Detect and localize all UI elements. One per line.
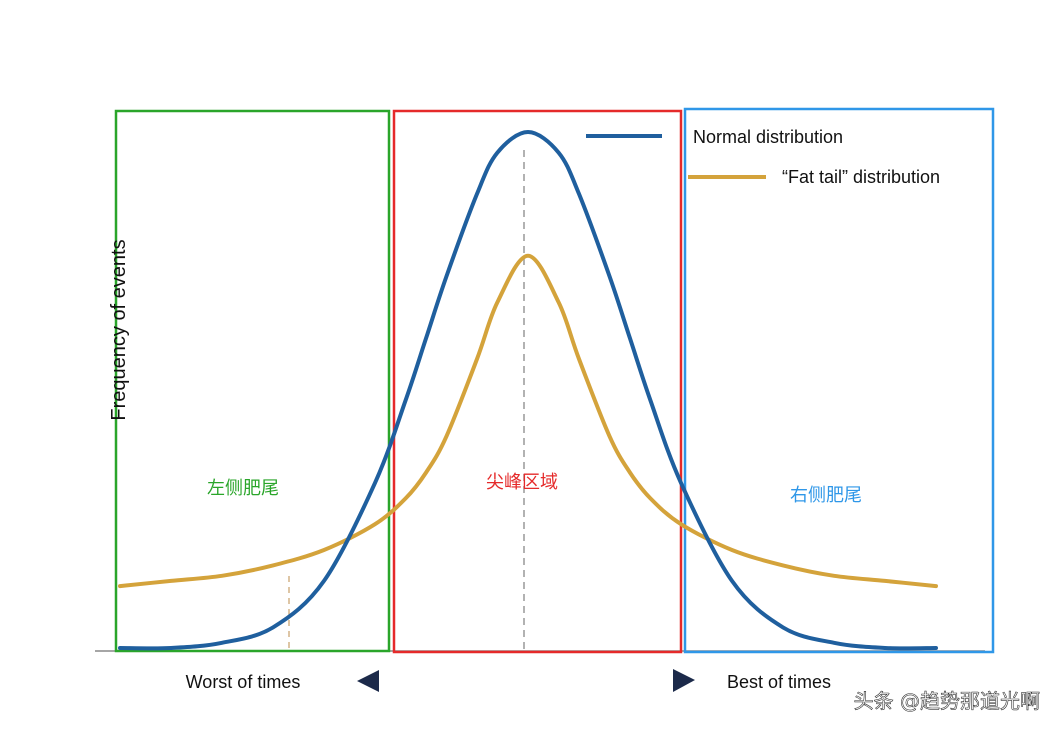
region-box-left-tail: [114, 109, 391, 653]
normal-distribution-curve: [118, 129, 938, 651]
legend-label-normal: Normal distribution: [693, 127, 843, 147]
right-arrow-icon: [673, 669, 695, 692]
legend-label-fat-tail: “Fat tail” distribution: [782, 167, 940, 187]
region-box-peak: [392, 109, 683, 654]
watermark-text: 头条 @趋势那道光啊: [854, 689, 1040, 713]
region-box-right-tail: [683, 107, 995, 654]
left-arrow-icon: [357, 670, 379, 692]
x-label-best: Best of times: [727, 672, 831, 692]
x-label-worst: Worst of times: [186, 672, 301, 692]
region-label-peak: 尖峰区域: [486, 472, 558, 493]
region-label-left-tail: 左侧肥尾: [207, 478, 279, 499]
y-axis-label: Frequency of events: [108, 239, 130, 420]
fat-tail-distribution-curve: [118, 253, 938, 589]
region-label-right-tail: 右侧肥尾: [790, 485, 862, 506]
